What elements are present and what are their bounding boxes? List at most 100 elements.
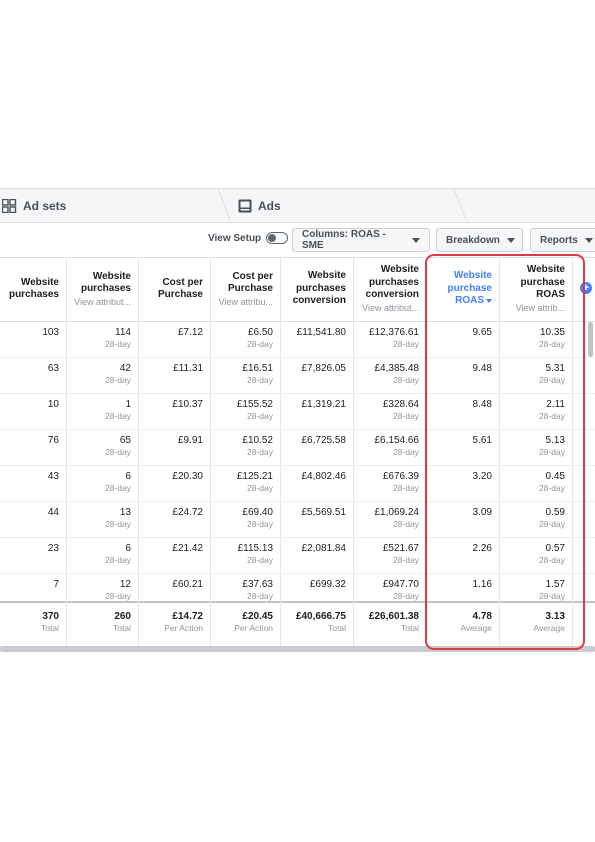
vertical-scrollbar[interactable]: [588, 322, 593, 357]
columns-label: Columns: ROAS - SME: [302, 229, 386, 251]
total-label: Total: [41, 623, 59, 633]
total-value: £26,601.38: [368, 611, 419, 622]
cell-value: £676.39: [382, 471, 419, 482]
table-cell: £947.70 28-day: [353, 578, 426, 602]
attribution-setting-link[interactable]: View attribut...: [362, 302, 419, 313]
row-divider: [0, 393, 595, 394]
table-cell: £125.21 28-day: [210, 470, 280, 494]
table-cell: £60.21: [138, 578, 210, 591]
table-cell: 6 28-day: [66, 470, 138, 494]
total-label: Total: [401, 623, 419, 633]
table-cell: 0.45 28-day: [499, 470, 572, 494]
column-divider: [572, 257, 573, 647]
table-cell: £20.30: [138, 470, 210, 483]
cell-value: £6,725.58: [301, 435, 347, 446]
cell-attribution: 28-day: [247, 483, 273, 493]
table-row[interactable]: 44 13 28-day £24.72 £69.40 28-day £5,569.51 £1,…: [0, 501, 595, 537]
cell-attribution: 28-day: [393, 375, 419, 385]
column-header[interactable]: Cost per Purchase: [138, 257, 210, 321]
table-cell: £21.42: [138, 542, 210, 555]
sort-descending-icon[interactable]: [486, 298, 492, 303]
table-cell: £6,725.58: [280, 434, 353, 447]
column-header-title: Website purchase ROAS: [447, 270, 492, 307]
column-header-title: Website purchases conversion: [365, 264, 419, 301]
table-cell: £16.51 28-day: [210, 362, 280, 386]
tab-ads[interactable]: Ads: [230, 189, 470, 222]
total-value: £20.45: [242, 611, 273, 622]
cell-attribution: 28-day: [539, 447, 565, 457]
table-cell: 76: [0, 434, 66, 447]
column-header[interactable]: Website purchases View attribut...: [66, 257, 138, 321]
cell-value: 23: [47, 543, 59, 554]
total-label: Per Action: [164, 623, 203, 633]
table-cell: 1.57 28-day: [499, 578, 572, 602]
chevron-down-icon: [584, 237, 593, 243]
reports-dropdown[interactable]: Reports: [530, 228, 595, 252]
cell-attribution: 28-day: [105, 339, 131, 349]
table-cell: £11,541.80: [280, 326, 353, 339]
cell-value: £328.64: [382, 399, 419, 410]
table-cell: 63: [0, 362, 66, 375]
cell-value: 1.16: [472, 579, 492, 590]
cell-value: £12,376.61: [368, 327, 419, 338]
table-cell: 1.16: [426, 578, 499, 591]
table-row[interactable]: 7 12 28-day £60.21 £37.63 28-day £699.32 £947.7…: [0, 573, 595, 609]
toggle-switch[interactable]: [266, 232, 289, 244]
columns-dropdown[interactable]: Columns: ROAS - SME: [292, 228, 430, 252]
breakdown-dropdown[interactable]: Breakdown: [436, 228, 523, 252]
cell-attribution: 28-day: [105, 483, 131, 493]
table-row[interactable]: 76 65 28-day £9.91 £10.52 28-day £6,725.58 £6,1…: [0, 429, 595, 465]
cell-value: 0.45: [545, 471, 565, 482]
cell-value: 43: [47, 471, 59, 482]
roas-highlight-box: [425, 254, 585, 650]
column-header[interactable]: Website purchases conversion: [280, 257, 353, 321]
attribution-setting-link[interactable]: View attribu...: [218, 296, 273, 307]
column-header[interactable]: Cost per Purchase View attribu...: [210, 257, 280, 321]
column-divider: [499, 257, 500, 647]
column-header[interactable]: Website purchase ROAS View attrib...: [499, 257, 572, 321]
cell-attribution: 28-day: [247, 339, 273, 349]
cell-attribution: 28-day: [247, 591, 273, 601]
cell-value: £4,385.48: [374, 363, 420, 374]
table-cell: 3.09: [426, 506, 499, 519]
total-value: £40,666.75: [295, 611, 346, 622]
cell-value: 0.57: [545, 543, 565, 554]
attribution-setting-link[interactable]: View attrib...: [515, 302, 565, 313]
column-header-title: Website purchases conversion: [292, 270, 346, 307]
table-cell: £69.40 28-day: [210, 506, 280, 530]
cell-attribution: 28-day: [247, 555, 273, 565]
total-cell: £14.72 Per Action: [138, 610, 210, 634]
view-setup-toggle[interactable]: View Setup: [208, 232, 289, 244]
cell-attribution: 28-day: [105, 591, 131, 601]
cell-value: 1.57: [545, 579, 565, 590]
column-header[interactable]: Website purchases conversion View attribu…: [353, 257, 426, 321]
table-row[interactable]: 43 6 28-day £20.30 £125.21 28-day £4,802.46 £67…: [0, 465, 595, 501]
table-cell: £328.64 28-day: [353, 398, 426, 422]
cell-value: 7: [53, 579, 59, 590]
table-cell: 114 28-day: [66, 326, 138, 350]
horizontal-scrollbar[interactable]: [0, 646, 595, 652]
table-row[interactable]: 103 114 28-day £7.12 £6.50 28-day £11,541.80 £1…: [0, 321, 595, 357]
cell-value: £11.31: [173, 363, 203, 374]
total-label: Average: [533, 623, 565, 633]
attribution-setting-link[interactable]: View attribut...: [74, 296, 131, 307]
table-cell: £5,569.51: [280, 506, 353, 519]
cell-value: 3.20: [472, 471, 492, 482]
table-cell: £4,385.48 28-day: [353, 362, 426, 386]
cell-value: 44: [47, 507, 59, 518]
table-cell: 44: [0, 506, 66, 519]
tab-ad-sets[interactable]: Ad sets: [0, 189, 230, 222]
chevron-down-icon: [412, 237, 420, 243]
table-row[interactable]: 23 6 28-day £21.42 £115.13 28-day £2,081.84 £52…: [0, 537, 595, 573]
column-header[interactable]: Website purchases: [0, 257, 66, 321]
table-cell: 8.48: [426, 398, 499, 411]
table-row[interactable]: 63 42 28-day £11.31 £16.51 28-day £7,826.05 £4,…: [0, 357, 595, 393]
table-cell: 0.57 28-day: [499, 542, 572, 566]
total-label: Total: [113, 623, 131, 633]
column-header[interactable]: Website purchase ROAS: [426, 257, 499, 321]
cell-value: 65: [119, 435, 131, 446]
total-cell: £26,601.38 Total: [353, 610, 426, 634]
table-row[interactable]: 10 1 28-day £10.37 £155.52 28-day £1,319.21 £32…: [0, 393, 595, 429]
tab-bar: Ad sets Ads: [0, 188, 595, 223]
row-divider: [0, 465, 595, 466]
